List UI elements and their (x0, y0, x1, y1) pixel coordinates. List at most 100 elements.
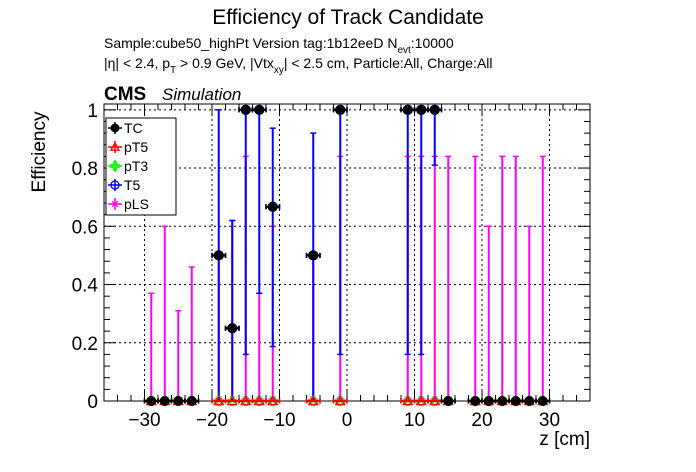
point-pLS (184, 266, 200, 405)
point-pT5 (238, 395, 254, 406)
point-TC (535, 396, 551, 406)
subtitle-line-2-c: | < 2.5 cm, Particle:All, Charge:All (284, 55, 493, 71)
marker-pT5 (213, 395, 225, 406)
point-T5 (251, 104, 267, 295)
point-pT5 (427, 395, 443, 406)
x-tick-label: −10 (263, 410, 295, 431)
marker-TC (254, 104, 265, 115)
point-pLS (521, 225, 537, 405)
y-tick-label: 1 (87, 101, 98, 122)
x-tick-label: 30 (539, 410, 560, 431)
y-tick-label: 0 (87, 392, 98, 413)
point-TC (400, 104, 416, 115)
point-pT5 (211, 395, 227, 406)
point-pLS (143, 292, 159, 405)
point-TC (265, 201, 281, 212)
legend-label: pT5 (124, 139, 148, 155)
y-axis-label: Efficiency (29, 111, 50, 192)
subtitle-line-1-suffix: :10000 (411, 35, 454, 51)
legend-entry-TC: TC (108, 120, 143, 136)
legend-label: T5 (124, 177, 141, 193)
subtitle-line-1-prefix: Sample:cube50_highPt Version tag:1b12eeD… (104, 35, 397, 51)
marker-TC (146, 396, 157, 406)
point-TC (332, 104, 348, 115)
marker-TC (510, 396, 521, 406)
marker-TC (483, 396, 494, 406)
legend-marker-pT3 (110, 161, 120, 171)
point-pLS (170, 309, 186, 405)
marker-pT5 (415, 395, 427, 406)
marker-TC (335, 104, 346, 115)
marker-pT5 (253, 395, 265, 406)
point-pT5 (332, 395, 348, 406)
marker-TC (213, 250, 224, 261)
marker-TC (416, 104, 427, 115)
point-pLS (251, 292, 267, 405)
x-axis-label: z [cm] (539, 429, 590, 450)
point-TC (184, 396, 200, 406)
marker-TC (308, 250, 319, 261)
point-pLS (535, 155, 551, 405)
subtitle-line-2-b: > 0.9 GeV, |Vtx (176, 55, 274, 71)
point-T5 (413, 104, 429, 356)
marker-TC (470, 396, 481, 406)
marker-pT5 (307, 395, 319, 406)
point-TC (440, 396, 456, 406)
x-tick-label: −30 (128, 410, 160, 431)
x-tick-label: 0 (342, 410, 353, 431)
legend-marker-pLS (111, 200, 119, 208)
legend-entry-pT5: pT5 (108, 139, 148, 155)
subtitle-line-2-a: |η| < 2.4, p (104, 55, 170, 71)
point-pLS (427, 155, 443, 405)
subtitle-line-2-sub1: T (170, 65, 176, 76)
chart-title: Efficiency of Track Candidate (212, 6, 484, 29)
marker-pT5 (267, 395, 279, 406)
point-pT5 (251, 395, 267, 406)
simulation-label: Simulation (162, 85, 241, 104)
subtitle-line-1: Sample:cube50_highPt Version tag:1b12eeD… (104, 35, 454, 56)
y-tick-label: 0.4 (72, 276, 99, 297)
legend-label: TC (124, 120, 143, 136)
point-TC (224, 323, 240, 334)
point-pT5 (224, 395, 240, 406)
point-TC (305, 250, 321, 261)
marker-TC (159, 396, 170, 406)
point-TC (211, 250, 227, 261)
marker-pT5 (226, 395, 238, 406)
legend-marker-T5 (110, 180, 120, 190)
legend-entry-pLS: pLS (108, 196, 149, 212)
marker-TC (429, 104, 440, 115)
point-pT5 (265, 395, 281, 406)
point-pT5 (413, 395, 429, 406)
point-pLS (157, 225, 173, 405)
point-TC (238, 104, 254, 115)
marker-pT5 (402, 395, 414, 406)
series-TC (143, 104, 551, 406)
marker-TC (227, 323, 238, 334)
y-tick-label: 0.6 (72, 217, 98, 238)
marker-TC (267, 201, 278, 212)
point-pT5 (400, 395, 416, 406)
marker-TC (524, 396, 535, 406)
point-TC (170, 396, 186, 406)
subtitle-line-1-sub: evt (397, 45, 411, 56)
point-pLS (494, 155, 510, 405)
point-pLS (481, 225, 497, 405)
marker-TC (497, 396, 508, 406)
x-tick-label: −20 (196, 410, 228, 431)
point-T5 (265, 127, 281, 348)
legend: TC pT5 pT3 T5 pLS (105, 117, 177, 216)
point-pLS (467, 155, 483, 405)
point-T5 (224, 219, 240, 402)
marker-pT5 (240, 395, 252, 406)
marker-pT5 (429, 395, 441, 406)
legend-label: pLS (124, 196, 149, 212)
plot-frame (103, 103, 591, 402)
legend-marker-pLS-d2 (111, 200, 119, 208)
point-pLS (508, 155, 524, 405)
cms-label: CMS (104, 84, 146, 105)
marker-TC (537, 396, 548, 406)
point-T5 (238, 104, 254, 356)
legend-entry-pT3: pT3 (108, 158, 148, 174)
legend-entry-T5: T5 (108, 177, 141, 193)
